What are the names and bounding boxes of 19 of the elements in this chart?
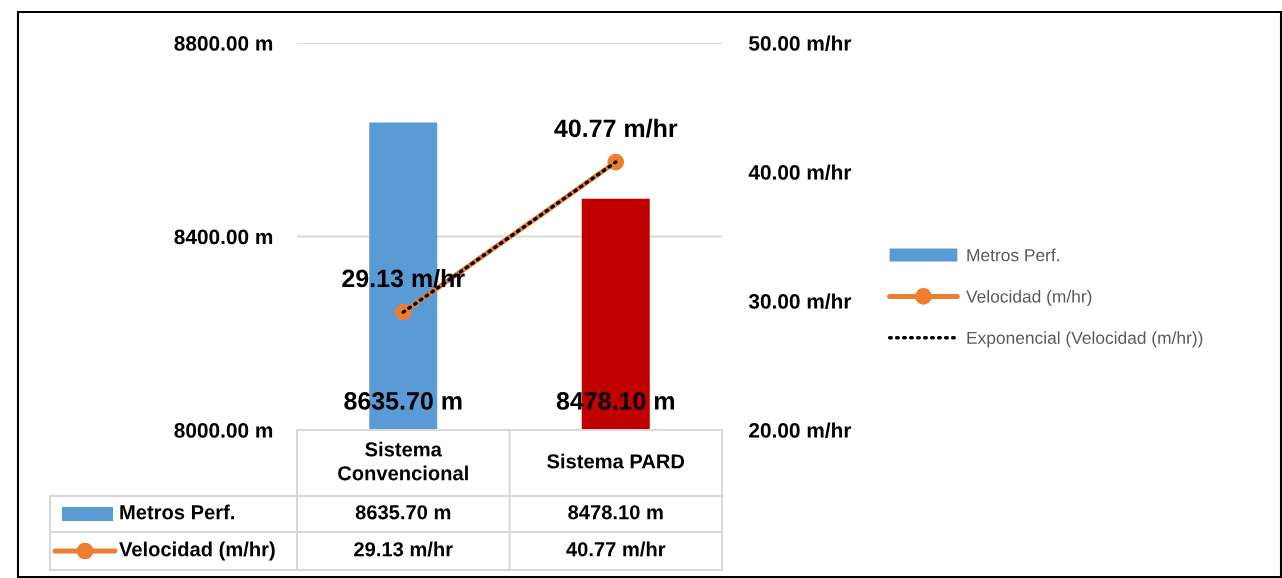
data-label: 29.13 m/hr [354,541,453,557]
data-label: 8635.70 m [355,505,451,520]
x-tick-label: Sistema PARD [547,453,685,469]
legend-label: Exponencial (Velocidad (m/hr)) [967,331,1203,348]
data-label: 8478.10 m [568,505,663,520]
y2-tick-label: 20.00 m/hr [749,422,852,438]
data-label: 40.77 m/hr [566,541,666,557]
y-tick-label: 8800.00 m [174,36,273,51]
legend-label: Metros Perf. [120,504,234,520]
y2-tick-label: 50.00 m/hr [749,35,852,51]
text: Metros Perf. [967,248,1059,262]
y-tick-label: 8400.00 m [174,229,273,245]
legend-label: Velocidad (m/hr) [119,541,275,561]
text: Velocidad (m/hr) [966,289,1092,307]
y2-tick-label: 40.00 m/hr [748,164,852,180]
x-tick-label: Sistema Convencional [338,441,468,481]
y-tick-label: 8000.00 m [174,423,273,438]
text: 40.77 m/hr [554,118,678,138]
y2-tick-label: 30.00 m/hr [748,293,852,309]
